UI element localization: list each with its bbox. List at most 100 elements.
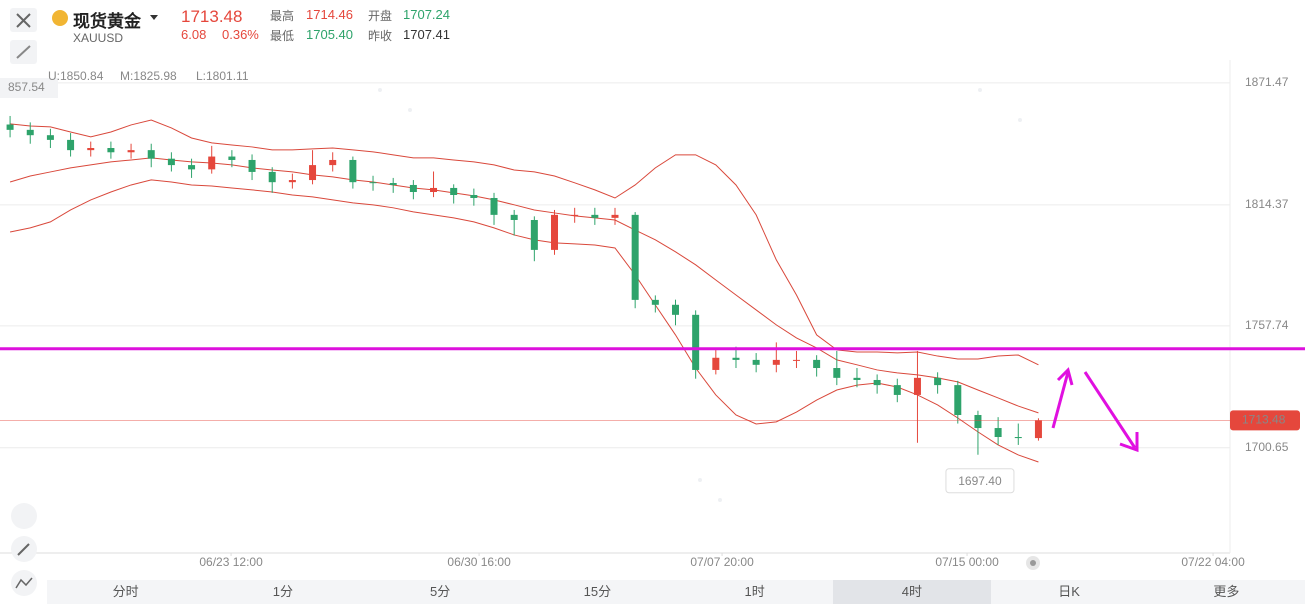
change: 6.08 <box>181 27 207 42</box>
arrow-head <box>1056 367 1074 386</box>
candle-body <box>87 148 95 151</box>
indicator-label: M:1825.98 <box>120 69 177 83</box>
tab[interactable]: 1分 <box>272 584 293 599</box>
tab[interactable]: 日K <box>1058 584 1080 599</box>
stat-value: 1707.41 <box>403 27 450 42</box>
tab[interactable]: 5分 <box>430 584 451 599</box>
candle-body <box>813 359 821 369</box>
tab[interactable]: 更多 <box>1213 584 1240 599</box>
indicator-btn[interactable] <box>11 503 37 529</box>
shrink-icon <box>16 45 31 59</box>
candle-body <box>732 357 740 360</box>
candle-body <box>712 357 720 370</box>
candle-body <box>792 359 800 361</box>
tab[interactable]: 4时 <box>833 580 991 604</box>
name: 现货黄金 <box>73 12 141 31</box>
price: 1713.48 <box>181 7 243 26</box>
band-line <box>9 179 1039 463</box>
low-tag <box>945 468 1015 494</box>
scroll-dot-center <box>1030 560 1036 566</box>
candle-body <box>1014 437 1022 439</box>
indicator-label: L:1801.11 <box>196 69 249 83</box>
candle-body <box>530 219 538 250</box>
candle-body <box>167 158 175 166</box>
candle-body <box>288 180 296 183</box>
last-price-label: 1713.48 <box>1242 413 1286 427</box>
candle-body <box>913 377 921 395</box>
stat-value: 1707.24 <box>403 7 450 22</box>
band-line <box>10 119 1039 366</box>
candle-body <box>1034 420 1042 439</box>
y-tick-label: 1871.47 <box>1245 75 1289 89</box>
candle-body <box>772 359 780 365</box>
candle-body <box>349 159 357 183</box>
change-pct: 0.36% <box>222 27 259 42</box>
candle-body <box>208 156 216 170</box>
candle-body <box>248 159 256 172</box>
candle-body <box>510 214 518 220</box>
symbol: XAUUSD <box>73 31 124 45</box>
y-tick-label: 1814.37 <box>1245 197 1289 211</box>
tab[interactable]: 15分 <box>583 584 612 599</box>
candle-body <box>974 415 982 429</box>
low-label: 1697.40 <box>958 474 1002 488</box>
candle-body <box>873 379 881 386</box>
candle-body <box>67 139 75 151</box>
candle-body <box>389 183 397 185</box>
candle-body <box>6 124 14 130</box>
x-tick-label: 06/30 16:00 <box>447 555 511 569</box>
candle-body <box>127 150 135 153</box>
stat-label: 最高 <box>270 9 295 23</box>
candle-body <box>994 428 1002 438</box>
stat-label: 昨收 <box>368 29 393 43</box>
candle-body <box>934 377 942 386</box>
y-tick-label: 1757.74 <box>1245 318 1289 332</box>
indicator-label: U:1850.84 <box>48 69 104 83</box>
candle-body <box>147 150 155 159</box>
candle-body <box>571 214 579 216</box>
stat-value: 1714.46 <box>306 7 353 22</box>
candle-body <box>893 385 901 395</box>
candle-body <box>611 214 619 218</box>
stat-value: 1705.40 <box>306 27 353 42</box>
arrow-head <box>1119 432 1139 453</box>
gold-icon <box>52 10 68 26</box>
candle-body <box>107 148 115 153</box>
map-dots <box>378 88 1022 502</box>
candle-body <box>268 171 276 183</box>
stat-label: 开盘 <box>368 9 393 23</box>
cursor-tag <box>0 78 58 98</box>
x-tick-label: 07/07 20:00 <box>690 555 754 569</box>
tab[interactable]: 分时 <box>112 584 139 599</box>
candle-body <box>430 187 438 193</box>
trend-icon <box>15 577 33 589</box>
cursor-label: 857.54 <box>8 80 45 94</box>
plot: 1871.47 1814.37 1757.74 1700.65 06/23 12:00 0… <box>0 69 1305 569</box>
candle-body <box>490 197 498 215</box>
candle-body <box>309 165 317 181</box>
pen-icon <box>17 543 30 556</box>
candle-body <box>470 194 478 198</box>
x-tick-label: 06/23 12:00 <box>199 555 263 569</box>
candle-body <box>450 187 458 195</box>
stat-label: 最低 <box>270 29 295 43</box>
candle-body <box>369 182 377 184</box>
x-tick-label: 07/22 04:00 <box>1181 555 1245 569</box>
dropdown[interactable] <box>150 15 158 20</box>
candle-body <box>591 214 599 218</box>
candle-body <box>833 368 841 378</box>
candle-body <box>329 159 337 166</box>
candle-body <box>46 135 54 140</box>
candle-body <box>26 129 34 136</box>
candle-body <box>651 299 659 305</box>
arrow-up <box>1051 371 1070 429</box>
candle-body <box>188 165 196 170</box>
x-tick-label: 07/15 00:00 <box>935 555 999 569</box>
arrow-down <box>1083 371 1137 449</box>
close-icon <box>16 13 31 28</box>
tab[interactable]: 1时 <box>744 584 765 599</box>
candle-body <box>551 214 559 250</box>
tab-bar: 分时 1分 5分 15分 1时 4时 日K 更多 <box>47 580 1305 604</box>
